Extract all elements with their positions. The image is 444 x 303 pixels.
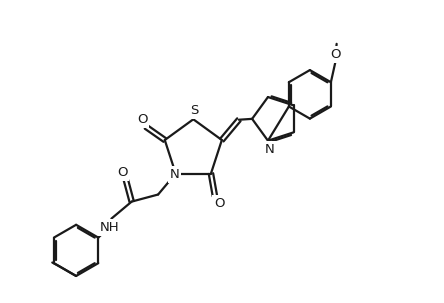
- Text: NH: NH: [99, 221, 119, 234]
- Text: O: O: [214, 197, 225, 210]
- Text: O: O: [117, 166, 128, 179]
- Text: O: O: [330, 48, 341, 61]
- Text: N: N: [265, 143, 274, 155]
- Text: S: S: [190, 104, 198, 117]
- Text: O: O: [137, 113, 148, 126]
- Text: N: N: [170, 168, 179, 181]
